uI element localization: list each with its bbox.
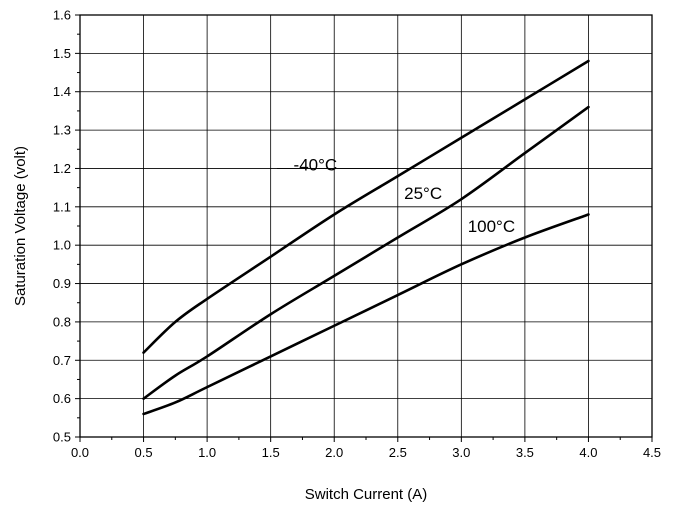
chart-tick-labels: 0.0 0.5 1.0 1.5 2.0 2.5 3.0 3.5 4.0 4.50.50.60.70… [53, 8, 661, 461]
y-tick-label: 1.5 [53, 46, 71, 61]
y-tick-label: 0.8 [53, 314, 71, 329]
chart-curve-labels: -40°C 25°C 100°C [277, 155, 515, 236]
curve-label-100c: 100°C [468, 217, 515, 236]
x-tick-label: 3.0 [452, 445, 470, 460]
x-tick-label: 2.5 [389, 445, 407, 460]
y-tick-label: 0.5 [53, 430, 71, 445]
series-minus40c-line [142, 59, 590, 354]
y-tick-label: 0.7 [53, 353, 71, 368]
curve-label-25c: 25°C [404, 184, 442, 203]
x-axis-title: Switch Current (A) [305, 486, 428, 503]
x-tick-label: 4.5 [643, 445, 661, 460]
x-tick-label: 2.0 [325, 445, 343, 460]
series-25c-line [142, 105, 590, 400]
x-tick-label: 4.0 [579, 445, 597, 460]
chart-grid [79, 14, 653, 438]
curve-label-minus40c: -40°C [294, 155, 338, 174]
chart-series [142, 59, 590, 416]
y-tick-label: 1.6 [53, 8, 71, 23]
x-tick-label: 1.5 [262, 445, 280, 460]
y-axis-title: Saturation Voltage (volt) [12, 146, 29, 306]
chart-ticks [75, 14, 653, 442]
y-tick-label: 1.0 [53, 238, 71, 253]
plot-frame [79, 14, 653, 438]
y-tick-label: 1.4 [53, 84, 71, 99]
x-tick-label: 1.0 [198, 445, 216, 460]
y-tick-label: 1.1 [53, 199, 71, 214]
series-100c-line [142, 213, 590, 416]
y-tick-label: 0.9 [53, 276, 71, 291]
x-tick-label: 3.5 [516, 445, 534, 460]
y-tick-label: 1.3 [53, 123, 71, 138]
x-tick-label: 0.0 [71, 445, 89, 460]
y-tick-label: 1.2 [53, 161, 71, 176]
x-tick-label: 0.5 [135, 445, 153, 460]
y-tick-label: 0.6 [53, 391, 71, 406]
